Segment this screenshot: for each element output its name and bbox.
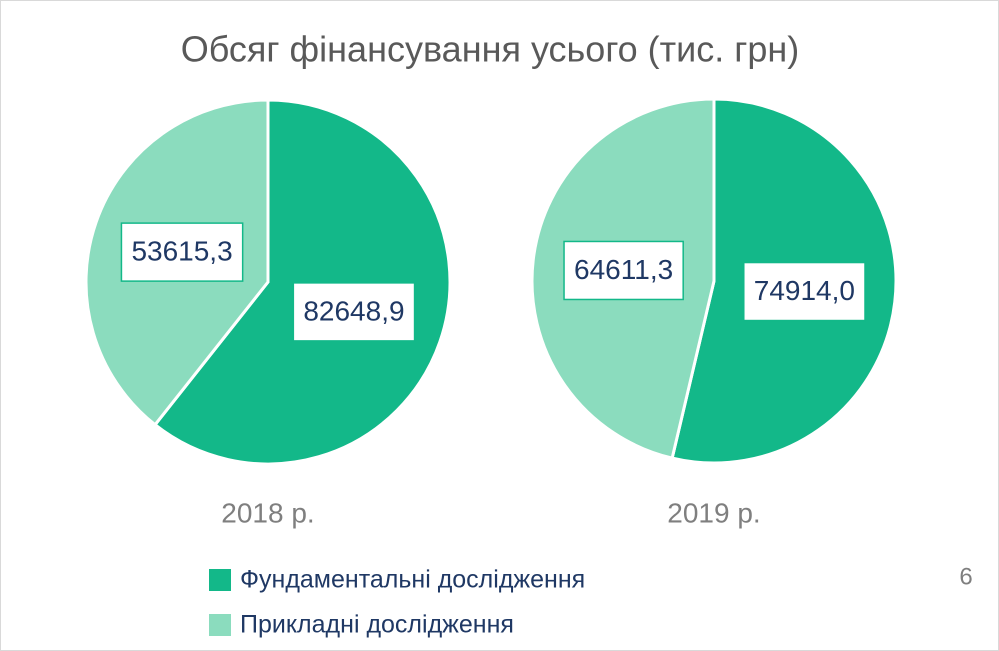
page-number: 6 (959, 563, 972, 590)
legend-label: Прикладні дослідження (240, 611, 514, 639)
data-label: 64611,3 (574, 254, 673, 285)
legend-swatch (209, 614, 231, 636)
chart-title: Обсяг фінансування усього (тис. грн) (181, 29, 800, 70)
pie-slice (152, 98, 452, 466)
data-label: 82648,9 (303, 295, 404, 326)
data-label-box (563, 240, 684, 301)
legend-swatch (209, 569, 231, 591)
pie-name: 2018 р. (221, 497, 314, 528)
pie-name: 2019 р. (667, 497, 760, 528)
data-label-box (743, 261, 866, 322)
data-label: 74914,0 (754, 275, 855, 306)
data-label-box (120, 222, 244, 282)
legend-label: Фундаментальні дослідження (240, 566, 585, 594)
data-label: 53615,3 (131, 235, 232, 266)
data-label-box (292, 282, 416, 342)
